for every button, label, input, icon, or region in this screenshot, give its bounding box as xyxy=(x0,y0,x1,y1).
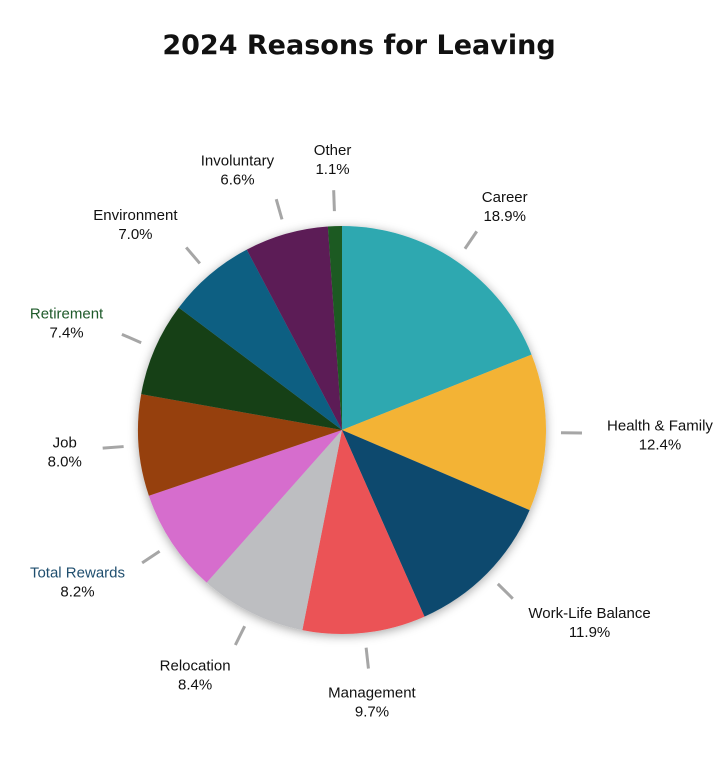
leader-line-relocation xyxy=(233,625,247,646)
leader-line-work-life-balance xyxy=(496,582,514,600)
slice-percent-retirement: 7.4% xyxy=(49,325,83,342)
leader-line-retirement xyxy=(121,332,142,345)
leader-line-involuntary xyxy=(274,198,284,220)
chart-title: 2024 Reasons for Leaving xyxy=(162,30,556,61)
pie-slice-work-life-balance xyxy=(342,430,530,617)
slice-percent-job: 8.0% xyxy=(48,454,82,471)
pie-slice-health-family xyxy=(342,354,546,511)
slice-percent-other: 1.1% xyxy=(315,161,349,178)
slice-labels: Career 18.9% Health & Family 12.4% Work-Life… xyxy=(30,142,714,720)
slice-label-involuntary: Involuntary xyxy=(201,152,275,169)
pie-slice-other xyxy=(327,226,342,430)
slice-label-total-rewards: Total Rewards xyxy=(30,565,125,582)
slice-percent-work-life-balance: 11.9% xyxy=(569,624,610,641)
slice-label-other: Other xyxy=(314,142,352,159)
slice-label-management: Management xyxy=(328,684,416,701)
leader-line-environment xyxy=(185,246,201,265)
pie-slice-management xyxy=(302,430,425,635)
slice-label-health-family: Health & Family xyxy=(607,417,713,434)
slice-label-relocation: Relocation xyxy=(160,658,231,675)
leader-line-career xyxy=(463,230,478,250)
pie-slice-career xyxy=(342,226,532,430)
slice-label-environment: Environment xyxy=(93,207,178,224)
leader-line-management xyxy=(364,647,370,669)
pie-slice-involuntary xyxy=(246,226,342,430)
slice-label-retirement: Retirement xyxy=(30,306,104,323)
slice-percent-relocation: 8.4% xyxy=(178,677,212,694)
slice-percent-environment: 7.0% xyxy=(118,226,152,243)
pie-slice-job xyxy=(138,394,342,496)
leader-line-job xyxy=(102,445,124,450)
slice-percent-involuntary: 6.6% xyxy=(220,171,254,188)
pie-slice-environment xyxy=(178,249,342,430)
slice-label-work-life-balance: Work-Life Balance xyxy=(528,605,650,622)
slice-percent-health-family: 12.4% xyxy=(639,436,682,453)
pie-slice-total-rewards xyxy=(148,430,342,583)
slice-percent-management: 9.7% xyxy=(355,703,389,720)
slice-percent-career: 18.9% xyxy=(483,208,526,225)
slice-label-job: Job xyxy=(53,435,77,452)
pie-slices xyxy=(138,226,546,635)
leader-lines xyxy=(102,190,582,669)
pie-slice-relocation xyxy=(206,430,342,631)
slice-percent-total-rewards: 8.2% xyxy=(60,584,94,601)
pie-slice-retirement xyxy=(141,307,342,430)
leader-line-total-rewards xyxy=(141,549,161,565)
slice-label-career: Career xyxy=(482,189,528,206)
leader-line-other xyxy=(332,190,336,212)
